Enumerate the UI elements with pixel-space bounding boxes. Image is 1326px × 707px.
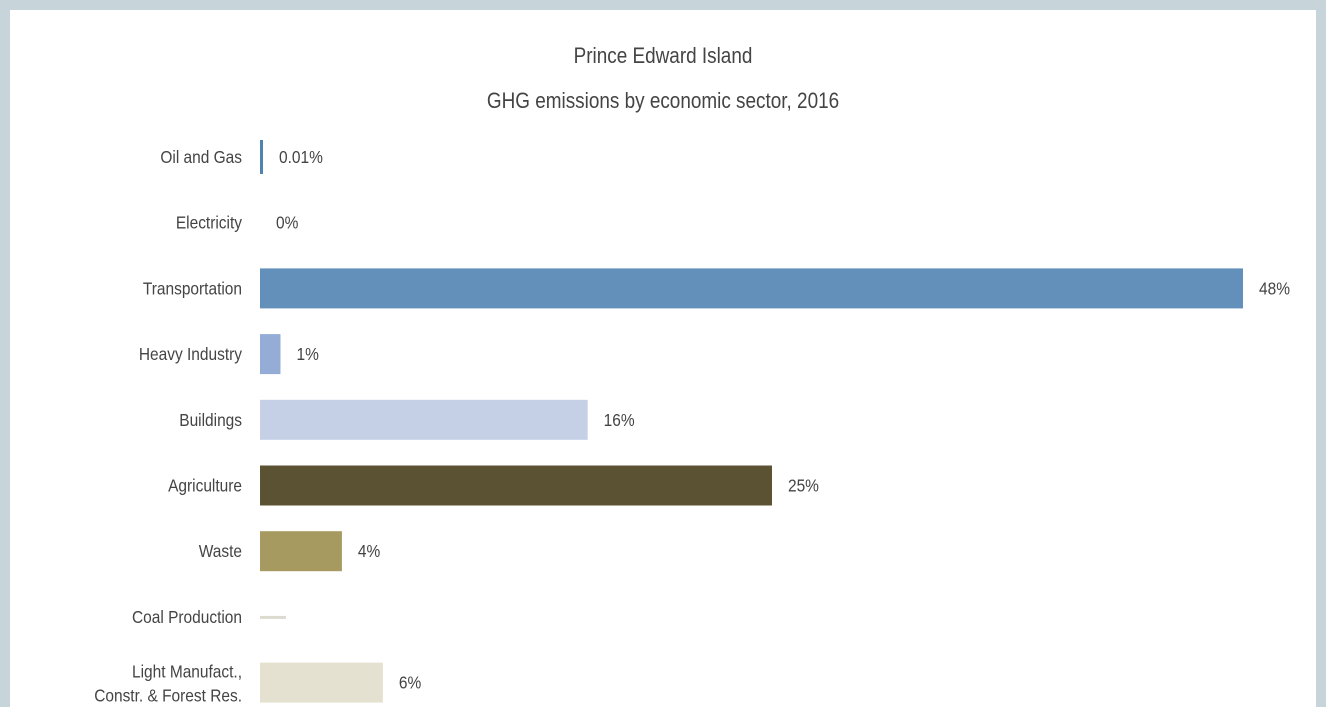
bar <box>260 399 588 440</box>
data-label: 1% <box>296 344 318 364</box>
data-label: 0% <box>276 213 298 233</box>
data-label: 0.01% <box>279 147 323 167</box>
category-label: Light Manufact., Constr. & Forest Res. <box>94 662 242 706</box>
data-label: 48% <box>1259 278 1290 298</box>
bar <box>260 334 281 375</box>
bar <box>260 662 383 703</box>
category-label: Buildings <box>179 410 242 430</box>
data-label: 25% <box>788 475 819 495</box>
data-label: 6% <box>399 673 421 693</box>
data-label: 16% <box>604 410 635 430</box>
category-label: Waste <box>199 541 242 561</box>
chart-panel: Prince Edward Island GHG emissions by ec… <box>10 10 1316 707</box>
bar <box>260 140 263 174</box>
bar <box>260 615 286 619</box>
bar <box>260 531 342 572</box>
category-label: Electricity <box>176 213 243 233</box>
bar <box>260 465 772 506</box>
category-label: Agriculture <box>168 475 242 495</box>
category-label: Coal Production <box>132 607 242 627</box>
category-label: Transportation <box>143 278 242 298</box>
bar-chart: Oil and Gas 0.01% Electricity 0% Transportat… <box>94 140 1290 706</box>
chart-subtitle: GHG emissions by economic sector, 2016 <box>486 88 840 113</box>
category-label: Heavy Industry <box>139 344 243 364</box>
category-label: Oil and Gas <box>160 147 242 167</box>
chart-title: Prince Edward Island <box>573 43 753 68</box>
data-label: 4% <box>358 541 380 561</box>
bar <box>260 268 1243 309</box>
